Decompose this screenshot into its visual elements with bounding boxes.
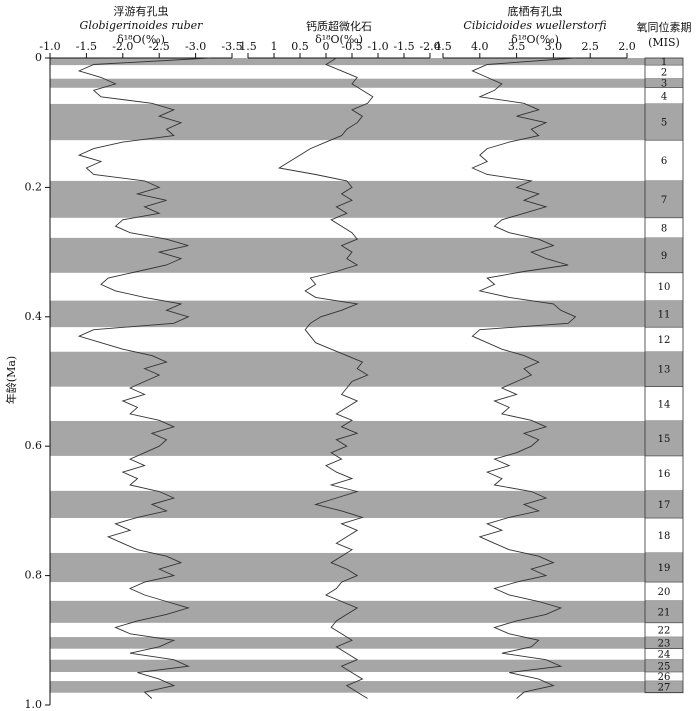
- x-tick-label: -3.0: [185, 40, 206, 53]
- data-line: [77, 57, 211, 699]
- x-tick-label: -3.5: [221, 40, 242, 53]
- mis-label: 23: [658, 638, 671, 649]
- mis-band: [50, 78, 683, 88]
- y-tick-label: 1.0: [25, 698, 43, 711]
- mis-band: [50, 237, 683, 273]
- panel-subtitle: Globigerinoides ruber: [80, 19, 204, 32]
- mis-label: 27: [658, 682, 671, 693]
- x-tick-label: -2.5: [149, 40, 170, 53]
- mis-subtitle: (MIS): [648, 36, 680, 49]
- mis-label: 13: [658, 365, 671, 376]
- x-tick-label: 3.0: [545, 40, 563, 53]
- mis-band: [50, 659, 683, 673]
- mis-band: [50, 552, 683, 583]
- mis-label: 18: [658, 531, 671, 542]
- mis-band: [50, 103, 683, 141]
- x-axis-label: δ¹⁸O(‰): [315, 33, 363, 46]
- mis-label: 4: [661, 91, 667, 102]
- x-tick-label: 0.5: [291, 40, 309, 53]
- mis-label: 16: [658, 469, 671, 480]
- x-tick-label: -0.5: [341, 40, 362, 53]
- y-axis-label: 年龄(Ma): [4, 356, 18, 404]
- mis-band: [50, 637, 683, 649]
- x-tick-label: -2.0: [112, 40, 133, 53]
- y-tick-label: 0.4: [25, 310, 43, 323]
- mis-label: 22: [658, 625, 671, 636]
- y-tick-label: 0.2: [25, 180, 43, 193]
- mis-band: [50, 58, 683, 66]
- mis-label: 12: [658, 335, 671, 346]
- mis-label: 11: [658, 309, 671, 320]
- x-axis-label: δ¹⁸O(‰): [117, 33, 165, 46]
- y-tick-label: 0.6: [25, 439, 43, 452]
- x-tick-label: -1.0: [39, 40, 60, 53]
- mis-label: 25: [658, 661, 671, 672]
- mis-label: 14: [658, 399, 671, 410]
- mis-label: 26: [658, 672, 671, 683]
- data-line: [471, 57, 577, 699]
- x-axis-label: δ¹⁸O(‰): [511, 33, 559, 46]
- mis-label: 24: [658, 650, 671, 661]
- x-tick-label: 3.5: [508, 40, 526, 53]
- mis-label: 19: [658, 563, 671, 574]
- x-tick-label: -1.5: [393, 40, 414, 53]
- mis-band: [50, 681, 683, 693]
- mis-label: 6: [661, 156, 667, 167]
- panel-subtitle: Cibicidoides wuellerstorfi: [463, 19, 606, 32]
- mis-label: 3: [661, 79, 667, 90]
- mis-label: 21: [658, 607, 671, 618]
- x-tick-label: 2.5: [581, 40, 599, 53]
- mis-label: 8: [661, 223, 667, 234]
- mis-label: 17: [658, 500, 671, 511]
- x-tick-label: 2.0: [618, 40, 636, 53]
- mis-label: 10: [658, 282, 671, 293]
- mis-band: [50, 180, 683, 218]
- x-tick-label: 0: [323, 40, 330, 53]
- mis-label: 5: [661, 118, 667, 129]
- mis-title: 氧同位素期: [637, 20, 692, 34]
- mis-label: 20: [658, 587, 671, 598]
- x-tick-label: -1.0: [367, 40, 388, 53]
- mis-label: 2: [661, 67, 667, 78]
- mis-label: 1: [661, 57, 667, 68]
- panel-title: 浮游有孔虫: [114, 4, 169, 18]
- mis-label: 15: [658, 434, 671, 445]
- mis-band: [50, 300, 683, 328]
- mis-column: [644, 57, 684, 694]
- data-line: [277, 57, 374, 699]
- x-tick-label: 1: [271, 40, 278, 53]
- mis-label: 7: [661, 195, 667, 206]
- x-tick-label: 4.0: [471, 40, 489, 53]
- mis-band: [50, 600, 683, 623]
- y-tick-label: 0: [35, 51, 42, 64]
- mis-band: [50, 490, 683, 519]
- x-tick-label: -1.5: [76, 40, 97, 53]
- x-tick-label: -2.0: [419, 40, 440, 53]
- mis-band: [50, 420, 683, 456]
- x-tick-label: 4.5: [434, 40, 452, 53]
- y-tick-label: 0.8: [25, 569, 43, 582]
- panel-title: 底栖有孔虫: [508, 4, 563, 18]
- mis-label: 9: [661, 251, 667, 262]
- x-tick-label: 1.5: [239, 40, 257, 53]
- panel-title: 钙质超微化石: [306, 19, 372, 33]
